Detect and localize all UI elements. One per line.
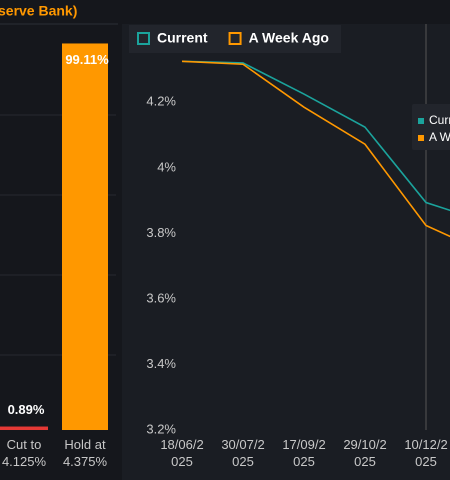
tooltip-swatch (418, 135, 424, 141)
tooltip: Current A Week Ago (412, 104, 450, 150)
x-tick-label: Cut to 4.125% (1, 437, 47, 469)
legend-swatch (137, 32, 150, 45)
x-tick-label: 29/10/2025 (343, 437, 387, 469)
series-line (181, 60, 450, 238)
tooltip-label: Current (429, 113, 450, 127)
bar-value-label: 0.89% (8, 402, 45, 417)
bar-value-label: 99.11% (65, 52, 109, 67)
tooltip-label: A Week Ago (429, 130, 450, 144)
bar (0, 426, 48, 430)
legend-label: Current (157, 30, 208, 46)
y-tick-label: 3.8% (146, 225, 176, 240)
x-tick-label: 18/06/2025 (160, 437, 204, 469)
y-tick-label: 3.6% (146, 290, 176, 305)
x-tick-label: 17/09/2025 (282, 437, 326, 469)
y-tick-label: 3.2% (146, 421, 176, 436)
tooltip-swatch (418, 118, 424, 124)
series-line (181, 60, 450, 212)
line-panel (122, 24, 450, 480)
panel-title: serve Bank) (0, 3, 77, 19)
x-tick-label: Hold at 4.375% (62, 437, 108, 469)
legend-box (129, 25, 341, 53)
legend-swatch (228, 32, 242, 45)
y-tick-label: 4% (157, 159, 176, 174)
legend: Current A Week Ago (129, 25, 341, 53)
y-tick-label: 3.4% (146, 356, 176, 371)
legend-label: A Week Ago (249, 30, 329, 46)
bar (62, 43, 108, 430)
header-bar (0, 0, 450, 24)
x-tick-label: 30/07/2025 (221, 437, 265, 469)
y-tick-label: 4.2% (146, 94, 176, 109)
x-tick-label: 10/12/2025 (404, 437, 448, 469)
